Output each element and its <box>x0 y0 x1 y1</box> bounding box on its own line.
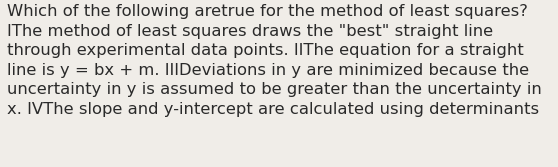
Text: Which of the following aretrue for the method of least squares?
IThe method of l: Which of the following aretrue for the m… <box>7 4 542 117</box>
